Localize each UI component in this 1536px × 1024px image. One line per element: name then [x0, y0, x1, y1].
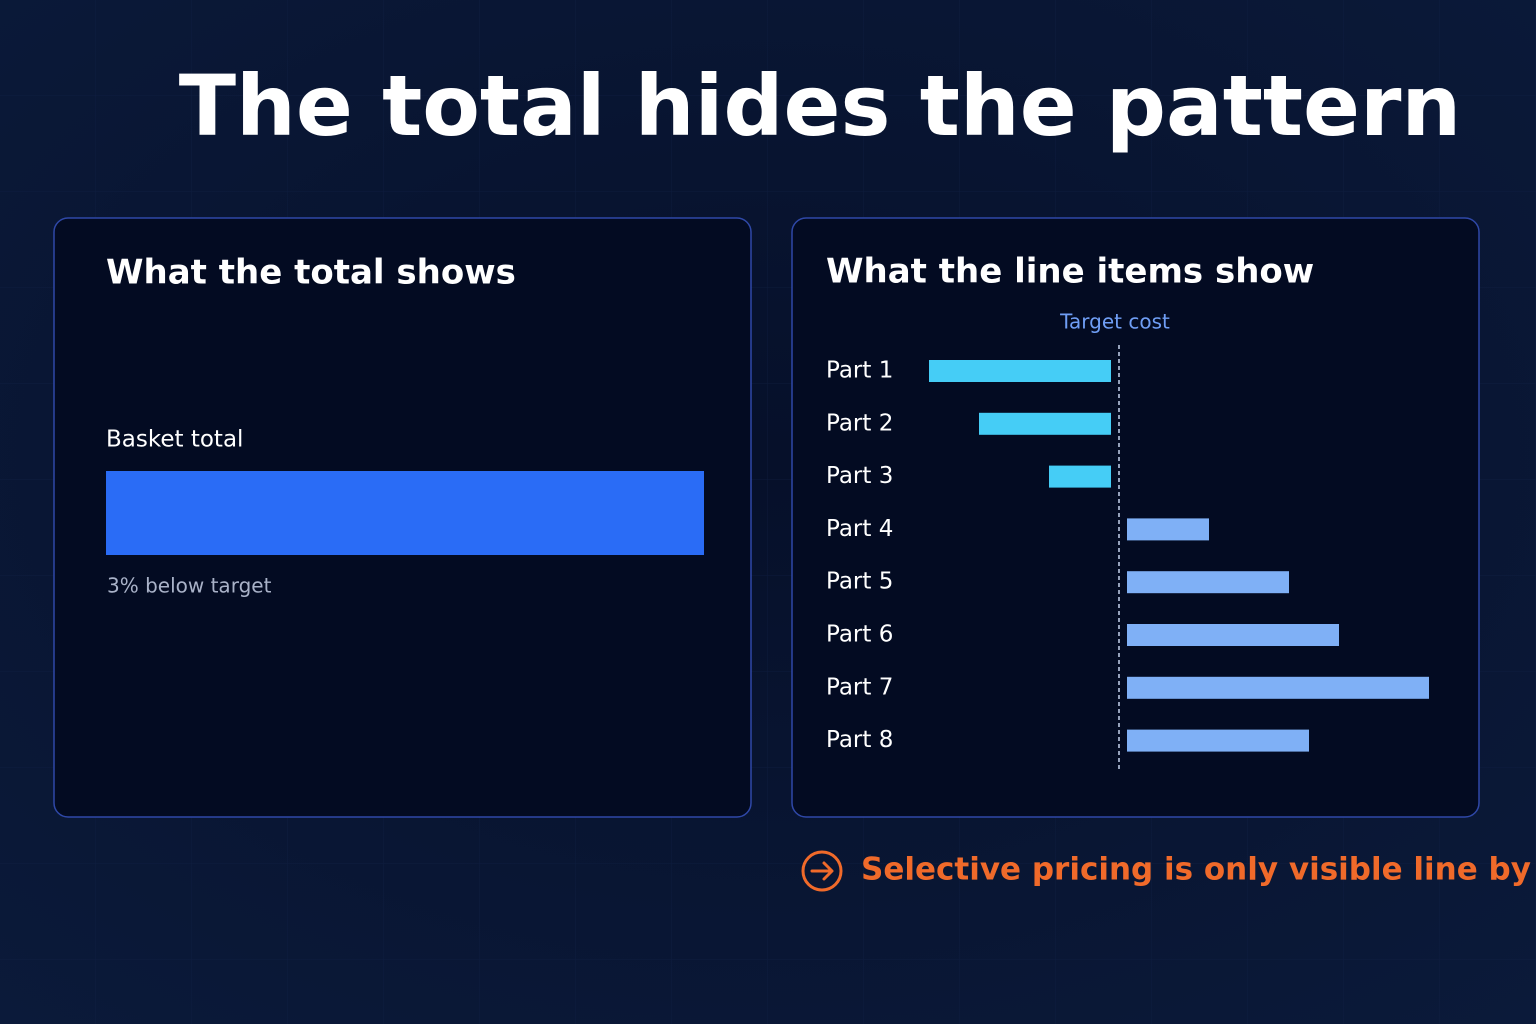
page-title: The total hides the pattern: [179, 57, 1461, 155]
category-label: Part 7: [826, 674, 893, 700]
category-label: Part 3: [826, 463, 893, 489]
note-icon: [801, 850, 843, 892]
note: Selective pricing is only visible line b…: [861, 852, 1536, 888]
category-label: Part 5: [826, 569, 893, 595]
bar: [979, 412, 1111, 435]
bar: [1049, 465, 1111, 488]
category-label: Part 2: [826, 410, 893, 436]
bar: [1127, 624, 1339, 646]
bar: [929, 360, 1111, 382]
bar: [106, 471, 704, 555]
panel-title: What the total shows: [106, 253, 516, 293]
category-label: Part 6: [826, 622, 893, 648]
category-label: Part 4: [826, 516, 893, 542]
panel: [791, 217, 1480, 818]
bar: [1127, 518, 1209, 541]
bar: [1127, 676, 1429, 699]
panel-title: What the line items show: [826, 252, 1314, 292]
annotation: 3% below target: [107, 574, 272, 598]
category-label: Basket total: [106, 427, 243, 453]
category-label: Part 1: [826, 358, 893, 384]
bar: [1127, 729, 1309, 752]
target-label: Target cost: [1059, 310, 1170, 334]
bar: [1127, 571, 1289, 594]
category-label: Part 8: [826, 727, 893, 753]
